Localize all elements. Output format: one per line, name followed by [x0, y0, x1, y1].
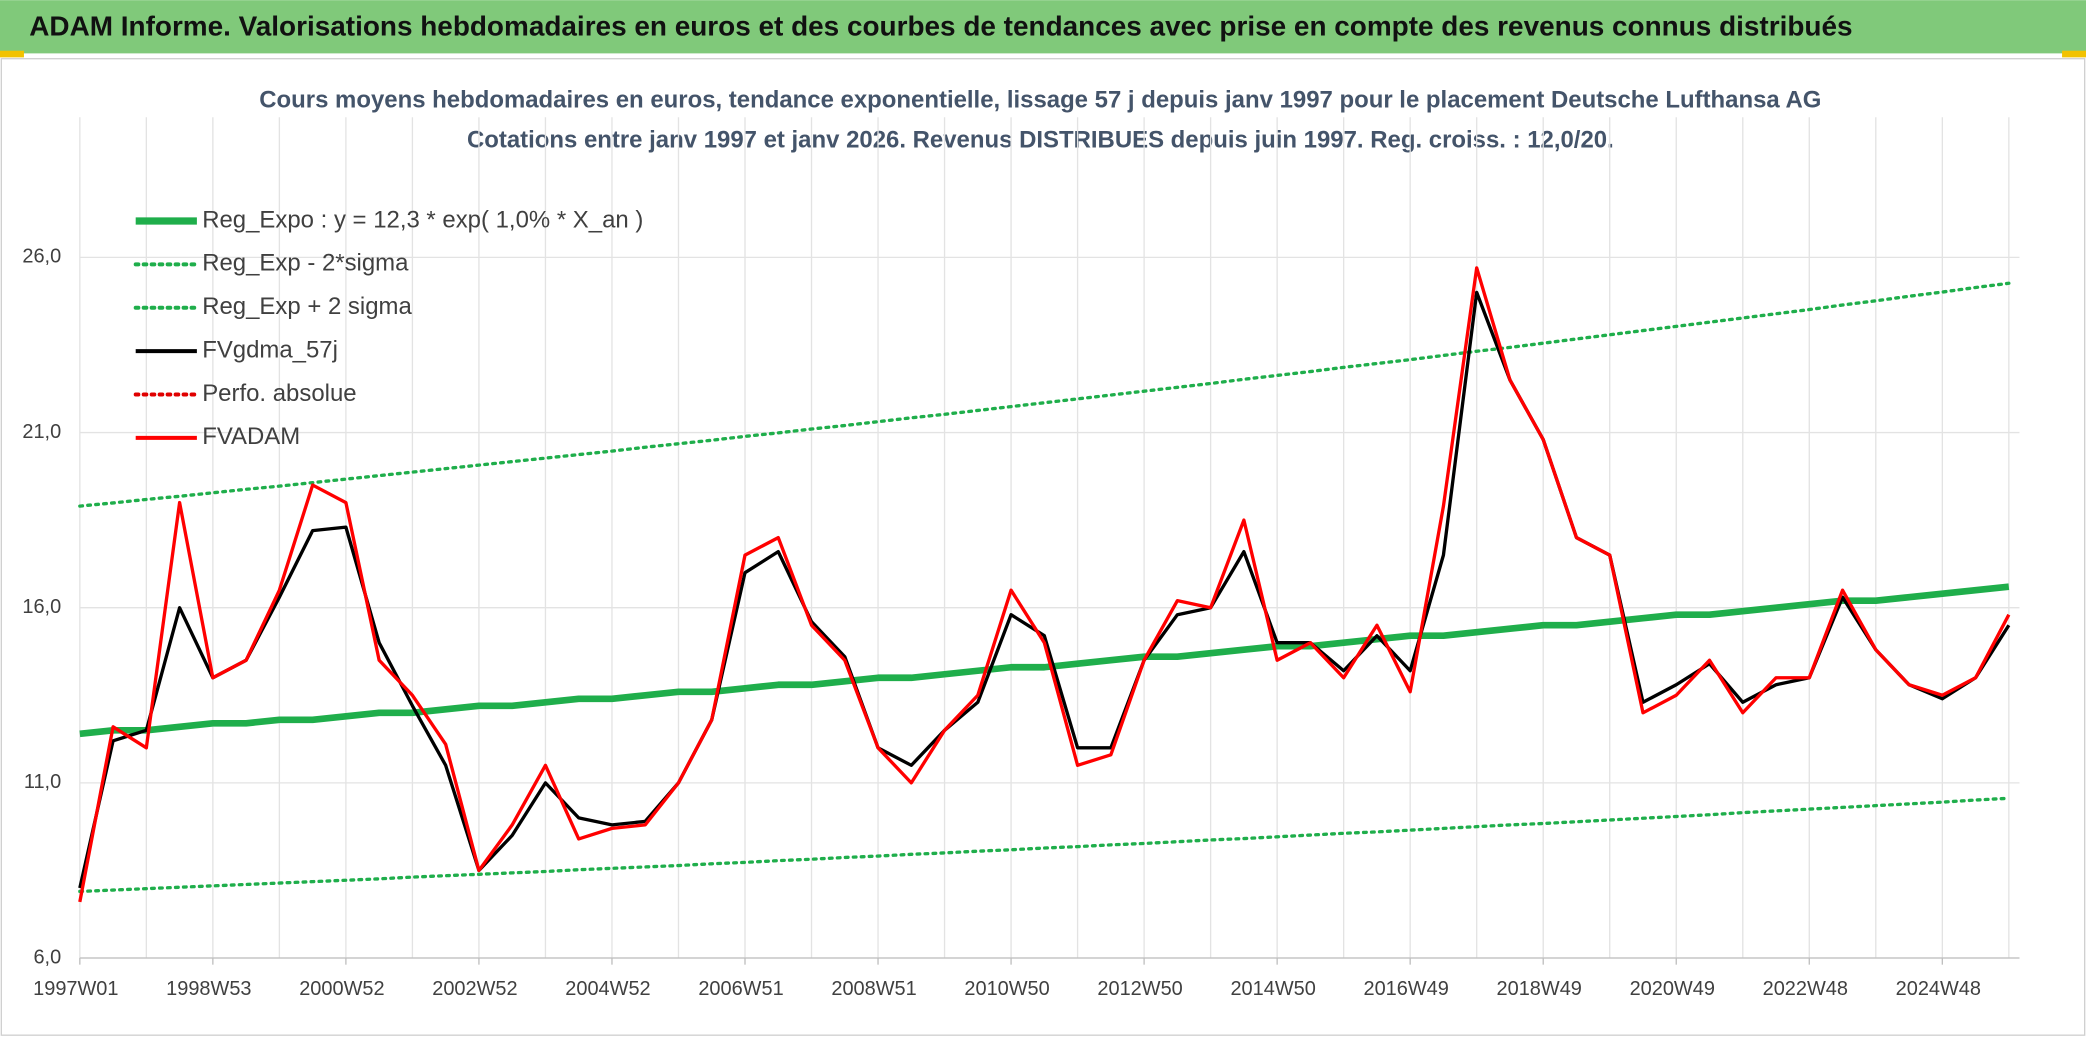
corner [0, 50, 24, 58]
x-tick-label: 2014W50 [1230, 978, 1315, 1000]
legend-label: FVADAM [202, 423, 300, 450]
x-tick-label: 1997W01 [33, 978, 118, 1000]
y-tick-label: 26,0 [22, 246, 61, 268]
x-tick-label: 2002W52 [432, 978, 517, 1000]
x-tick-label: 2008W51 [831, 978, 916, 1000]
x-tick-label: 1998W53 [166, 978, 251, 1000]
x-tick-label: 2010W50 [964, 978, 1049, 1000]
x-tick-label: 2018W49 [1497, 978, 1582, 1000]
x-tick-label: 2022W48 [1763, 978, 1848, 1000]
series-line [78, 796, 2011, 894]
series-line [78, 281, 2011, 508]
header-title: ADAM Informe. Valorisations hebdomadaire… [29, 10, 1852, 41]
x-tick-label: 2016W49 [1364, 978, 1449, 1000]
x-tick-label: 2024W48 [1896, 978, 1981, 1000]
corner [2062, 50, 2086, 58]
chart-subtitle: Cotations entre janv 1997 et janv 2026. … [467, 127, 1614, 154]
y-tick-label: 16,0 [22, 596, 61, 618]
series-line [78, 266, 2011, 903]
y-tick-label: 11,0 [24, 771, 61, 793]
x-tick-label: 2020W49 [1630, 978, 1715, 1000]
y-tick-label: 21,0 [22, 421, 61, 443]
chart-title: Cours moyens hebdomadaires en euros, ten… [259, 87, 1821, 114]
x-tick-label: 2012W50 [1097, 978, 1182, 1000]
x-tick-label: 2006W51 [698, 978, 783, 1000]
x-tick-label: 2000W52 [299, 978, 384, 1000]
header-bar [0, 0, 2086, 54]
y-tick-label: 6,0 [33, 946, 61, 968]
series-line [79, 583, 2010, 738]
legend-label: FVgdma_57j [202, 336, 338, 363]
legend-label: Perfo. absolue [202, 380, 356, 407]
legend-label: Reg_Expo : y = 12,3 * exp( 1,0% * X_an ) [202, 206, 643, 233]
chart-border [0, 58, 2086, 1036]
legend-label: Reg_Exp + 2 sigma [202, 293, 412, 320]
legend-label: Reg_Exp - 2*sigma [202, 250, 409, 277]
x-tick-label: 2004W52 [565, 978, 650, 1000]
